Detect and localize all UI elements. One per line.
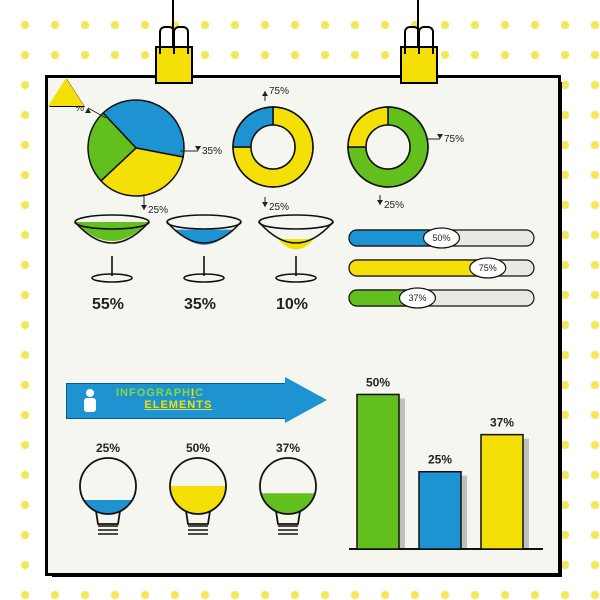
glass-label-3: 10%: [276, 296, 308, 314]
clip-right: [400, 46, 438, 84]
glass-chart-3: [252, 208, 340, 288]
svg-text:50%: 50%: [432, 233, 450, 243]
donut-chart-1: 75%25%: [208, 82, 338, 212]
svg-text:25%: 25%: [96, 441, 120, 455]
bar-chart: 50% 25% 37%: [343, 373, 553, 573]
svg-text:75%: 75%: [269, 86, 289, 97]
svg-text:25%: 25%: [428, 453, 452, 467]
svg-text:50%: 50%: [186, 441, 210, 455]
svg-text:50%: 50%: [366, 375, 390, 389]
donut-chart-2: 75% 25%: [323, 82, 483, 212]
glass-chart-2: [160, 208, 248, 288]
glass-label-2: 35%: [184, 296, 216, 314]
bulb-chart-3: 37%: [248, 438, 328, 548]
person-icon: [80, 389, 102, 417]
svg-text:37%: 37%: [276, 441, 300, 455]
glass-label-1: 55%: [92, 296, 124, 314]
bulb-chart-1: 25%: [68, 438, 148, 548]
board: 40%35%25% 75%25% 75%25% 55% 35% 10% 50%7…: [45, 75, 561, 576]
banner-text: INFOGRAPHIC ELEMENTS: [116, 387, 212, 411]
clip-left: [155, 46, 193, 84]
title-banner: INFOGRAPHIC ELEMENTS: [66, 373, 326, 423]
progress-bars: 50% 75% 37%: [343, 218, 553, 318]
bulb-chart-2: 50%: [158, 438, 238, 548]
svg-text:37%: 37%: [408, 293, 426, 303]
glass-chart-1: [68, 208, 156, 288]
svg-text:25%: 25%: [384, 200, 404, 211]
corner-fold-icon: [48, 78, 84, 106]
svg-text:75%: 75%: [479, 263, 497, 273]
svg-text:37%: 37%: [490, 416, 514, 430]
svg-text:75%: 75%: [444, 134, 464, 145]
